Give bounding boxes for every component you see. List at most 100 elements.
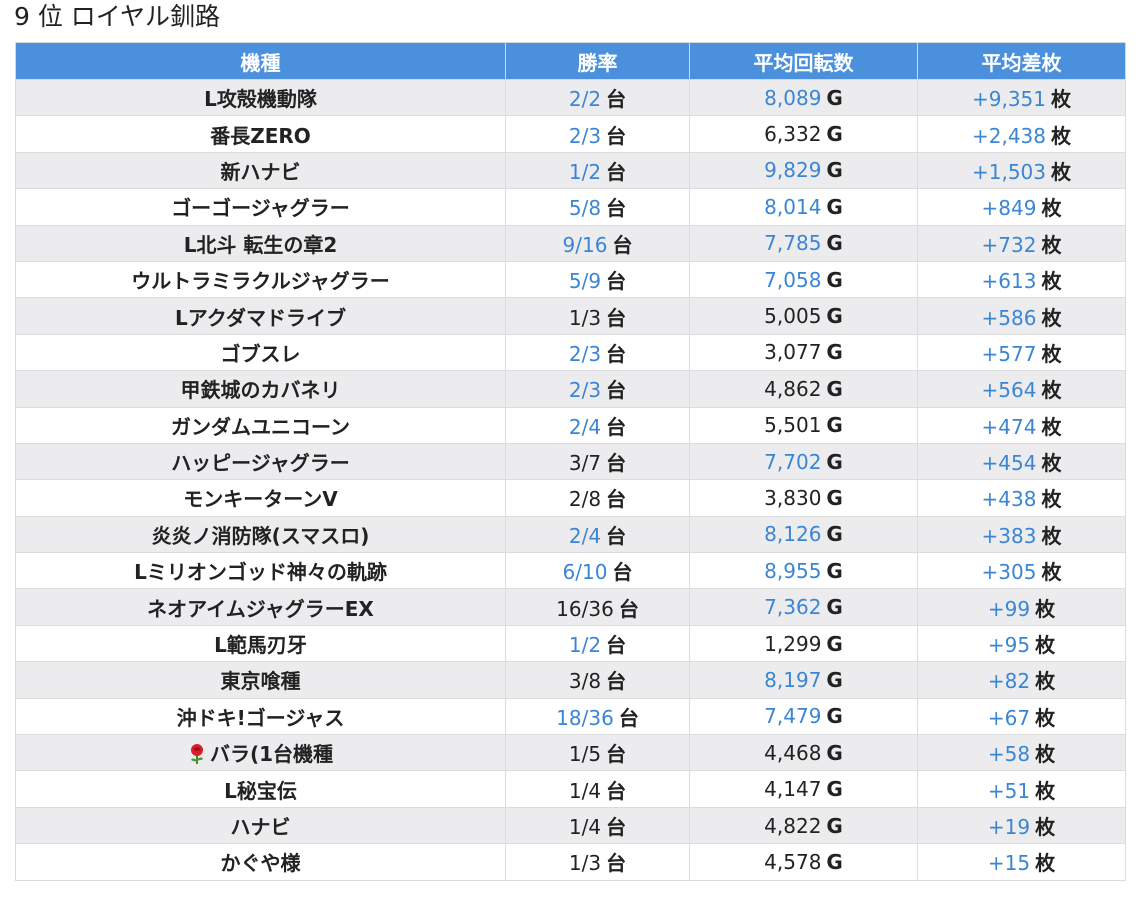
win-rate-cell-unit: 台 [606, 778, 627, 803]
table-row[interactable]: モンキーターンV 2/8 台 3,830 G +438 枚 [15, 479, 1126, 517]
avg-diff-cell: +95 枚 [917, 624, 1126, 663]
machine-name-cell: Lミリオンゴッド神々の軌跡 [15, 552, 506, 590]
avg-diff-cell-unit: 枚 [1035, 742, 1056, 767]
win-rate-cell-value: 18/36 [556, 705, 614, 730]
table-row[interactable]: L秘宝伝 1/4 台 4,147 G +51 枚 [15, 770, 1126, 808]
table-row[interactable]: ゴブスレ 2/3 台 3,077 G +577 枚 [15, 333, 1126, 372]
win-rate-cell-value: 3/7 [568, 451, 602, 476]
win-rate-cell: 1/2 台 [505, 151, 690, 190]
win-rate-cell-unit: 台 [618, 596, 639, 621]
table-row[interactable]: L北斗 転生の章2 9/16 台 7,785 G +732 枚 [15, 224, 1126, 262]
machine-name: 炎炎ノ消防隊(スマスロ) [151, 523, 370, 548]
avg-spins-cell-unit: G [826, 777, 843, 802]
win-rate-cell-value: 3/8 [568, 669, 602, 694]
avg-diff-cell-unit: 枚 [1051, 159, 1071, 184]
machine-name-cell: 東京喰種 [15, 661, 506, 699]
avg-spins-cell-value: 4,578 [764, 849, 822, 874]
avg-diff-cell-value: +586 [981, 305, 1037, 330]
win-rate-cell-value: 2/3 [568, 378, 602, 403]
table-row[interactable]: L攻殻機動隊 2/2 台 8,089 G +9,351 枚 [15, 78, 1126, 117]
machine-name-cell: 沖ドキ!ゴージャス [15, 697, 506, 736]
win-rate-cell: 5/8 台 [505, 188, 690, 226]
avg-diff-cell-unit: 枚 [1041, 196, 1062, 221]
win-rate-cell-unit: 台 [606, 305, 627, 330]
table-row[interactable]: かぐや様 1/3 台 4,578 G +15 枚 [15, 843, 1126, 881]
win-rate-cell-value: 1/4 [568, 778, 602, 803]
avg-spins-cell-value: 8,014 [764, 194, 822, 219]
win-rate-cell: 9/16 台 [505, 224, 690, 262]
win-rate-cell: 1/5 台 [505, 734, 690, 772]
avg-spins-cell-unit: G [826, 704, 843, 729]
win-rate-cell-unit: 台 [606, 815, 627, 839]
header-machine[interactable]: 機種 [15, 42, 506, 80]
machine-name-cell: 新ハナビ [15, 151, 506, 190]
table-row[interactable]: Lアクダマドライブ 1/3 台 5,005 G +586 枚 [15, 297, 1126, 335]
table-row[interactable]: ゴーゴージャグラー 5/8 台 8,014 G +849 枚 [15, 188, 1126, 226]
header-win-rate[interactable]: 勝率 [505, 42, 690, 80]
avg-spins-cell: 5,501 G [689, 406, 918, 444]
avg-diff-cell-unit: 枚 [1041, 560, 1062, 585]
table-row[interactable]: バラ(1台機種 1/5 台 4,468 G +58 枚 [15, 734, 1126, 772]
win-rate-cell: 2/3 台 [505, 115, 690, 153]
page-title: 9 位 ロイヤル釧路 [14, 2, 221, 31]
avg-diff-cell: +1,503 枚 [917, 151, 1126, 190]
win-rate-cell: 2/8 台 [505, 479, 690, 517]
win-rate-cell-value: 2/2 [568, 87, 602, 112]
win-rate-cell: 16/36 台 [505, 588, 690, 626]
table-row[interactable]: 炎炎ノ消防隊(スマスロ) 2/4 台 8,126 G +383 枚 [15, 515, 1126, 554]
avg-diff-cell-unit: 枚 [1051, 87, 1071, 112]
avg-diff-cell-value: +732 [981, 232, 1037, 257]
table-row[interactable]: ハナビ 1/4 台 4,822 G +19 枚 [15, 806, 1126, 845]
machine-name: バラ(1台機種 [209, 742, 334, 767]
avg-spins-cell-unit: G [826, 449, 843, 474]
win-rate-cell-value: 2/3 [568, 341, 602, 366]
avg-spins-cell: 3,830 G [689, 479, 918, 517]
table-row[interactable]: 番長ZERO 2/3 台 6,332 G +2,438 枚 [15, 115, 1126, 153]
win-rate-cell: 5/9 台 [505, 260, 690, 299]
table-row[interactable]: Lミリオンゴッド神々の軌跡 6/10 台 8,955 G +305 枚 [15, 552, 1126, 590]
table-row[interactable]: ガンダムユニコーン 2/4 台 5,501 G +474 枚 [15, 406, 1126, 444]
table-row[interactable]: 新ハナビ 1/2 台 9,829 G +1,503 枚 [15, 151, 1126, 190]
machine-name: 東京喰種 [220, 669, 301, 694]
header-avg-spins[interactable]: 平均回転数 [689, 42, 918, 80]
avg-diff-cell: +577 枚 [917, 333, 1126, 372]
win-rate-cell-unit: 台 [606, 269, 627, 294]
avg-diff-cell-value: +99 [987, 596, 1031, 621]
win-rate-cell-unit: 台 [606, 633, 627, 658]
machine-name: L攻殻機動隊 [204, 87, 317, 112]
win-rate-cell-value: 1/3 [568, 305, 602, 330]
machine-name: 番長ZERO [210, 123, 311, 148]
table-row[interactable]: L範馬刃牙 1/2 台 1,299 G +95 枚 [15, 624, 1126, 663]
machine-name: ネオアイムジャグラーEX [147, 596, 374, 621]
avg-spins-cell-value: 9,829 [764, 158, 822, 183]
win-rate-cell: 1/2 台 [505, 624, 690, 663]
table-row[interactable]: 沖ドキ!ゴージャス 18/36 台 7,479 G +67 枚 [15, 697, 1126, 736]
avg-spins-cell-unit: G [826, 522, 843, 547]
machine-name-cell: 甲鉄城のカバネリ [15, 370, 506, 408]
table-row[interactable]: ハッピージャグラー 3/7 台 7,702 G +454 枚 [15, 442, 1126, 481]
avg-spins-cell: 4,147 G [689, 770, 918, 808]
header-avg-diff[interactable]: 平均差枚 [917, 42, 1126, 80]
win-rate-cell-unit: 台 [606, 669, 627, 694]
win-rate-cell-unit: 台 [606, 87, 627, 112]
table-row[interactable]: ネオアイムジャグラーEX 16/36 台 7,362 G +99 枚 [15, 588, 1126, 626]
win-rate-cell: 2/4 台 [505, 515, 690, 554]
machine-name: かぐや様 [220, 851, 301, 876]
win-rate-cell-value: 2/4 [568, 523, 602, 548]
win-rate-cell: 2/3 台 [505, 333, 690, 372]
avg-spins-cell-unit: G [826, 558, 843, 583]
avg-spins-cell-value: 4,822 [764, 813, 822, 838]
avg-diff-cell-unit: 枚 [1041, 269, 1062, 294]
avg-diff-cell-unit: 枚 [1035, 815, 1056, 839]
avg-diff-cell: +51 枚 [917, 770, 1126, 808]
avg-spins-cell: 8,014 G [689, 188, 918, 226]
table-row[interactable]: ウルトラミラクルジャグラー 5/9 台 7,058 G +613 枚 [15, 260, 1126, 299]
table-row[interactable]: 東京喰種 3/8 台 8,197 G +82 枚 [15, 661, 1126, 699]
table-row[interactable]: 甲鉄城のカバネリ 2/3 台 4,862 G +564 枚 [15, 370, 1126, 408]
avg-spins-cell-value: 1,299 [764, 631, 822, 656]
win-rate-cell-unit: 台 [606, 123, 627, 148]
avg-spins-cell: 7,702 G [689, 442, 918, 481]
avg-diff-cell: +383 枚 [917, 515, 1126, 554]
avg-spins-cell: 7,362 G [689, 588, 918, 626]
rose-icon [188, 743, 206, 765]
